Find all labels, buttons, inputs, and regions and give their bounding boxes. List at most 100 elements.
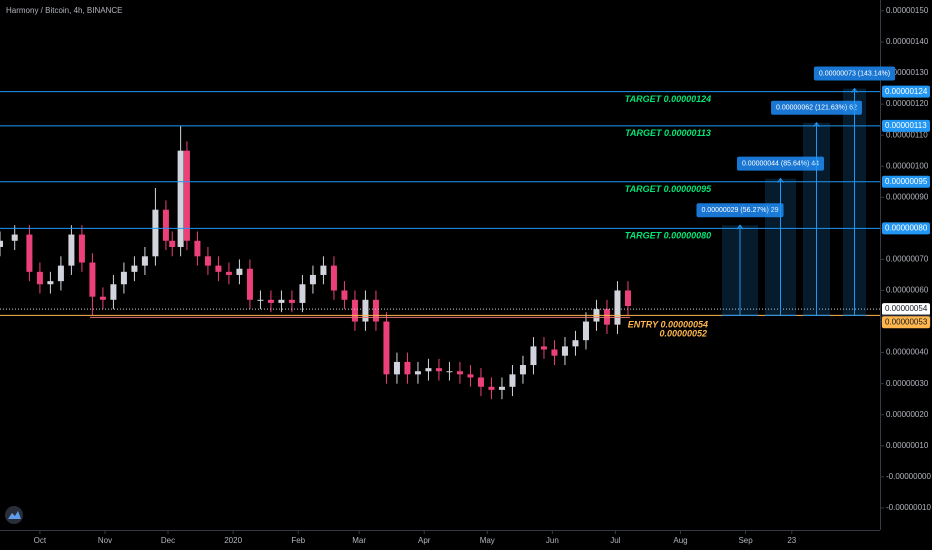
candle-body [183, 150, 190, 241]
candle-body [141, 256, 148, 266]
target-text: TARGET 0.00000113 [625, 128, 711, 138]
candle-body [57, 265, 64, 282]
measure-arrowhead [813, 121, 820, 128]
x-tick-label: Jun [546, 536, 559, 545]
measure-label: 0.00000029 (56.27%) 29 [701, 207, 778, 214]
measure-label: 0.00000073 (143.14%) [819, 70, 890, 77]
entry-tag-label: 0.00000054 [885, 304, 928, 313]
candle-body [0, 240, 3, 247]
candle-body [169, 240, 176, 247]
entry-low-text: 0.00000052 [659, 328, 707, 338]
x-tick-label: Apr [418, 536, 431, 545]
candle-body [36, 271, 43, 285]
candle-body [572, 340, 579, 347]
price-tag [882, 175, 930, 188]
candle-body [551, 349, 558, 356]
candle-body [120, 271, 127, 285]
candle-body [110, 284, 117, 300]
price-tag [882, 222, 930, 235]
candle-body [236, 268, 243, 275]
candle-body [446, 371, 453, 373]
candle-body [519, 365, 526, 375]
candle-body [47, 281, 54, 285]
y-tick-label: 0.00000100 [886, 161, 929, 170]
candle-body [456, 371, 463, 375]
candle-body [267, 299, 274, 303]
y-tick-label: 0.00000010 [886, 441, 929, 450]
y-tick-label: 0.00000030 [886, 379, 929, 388]
x-tick-label: Nov [98, 536, 112, 545]
x-tick-label: Mar [352, 536, 366, 545]
price-tag-label: 0.00000095 [885, 177, 928, 186]
candle-body [582, 321, 589, 341]
target-text: TARGET 0.00000080 [625, 231, 711, 241]
target-text: TARGET 0.00000124 [625, 94, 711, 104]
entry-tag [882, 303, 930, 316]
x-tick-label: Aug [673, 536, 687, 545]
candle-body [467, 374, 474, 378]
x-tick-label: Sep [738, 536, 753, 545]
measure-box [736, 156, 825, 171]
candle-body [215, 265, 222, 272]
y-tick-label: 0.00000110 [886, 130, 928, 139]
chart-title: Harmony / Bitcoin, 4h, BINANCE [6, 6, 122, 15]
x-tick-label: May [480, 536, 495, 545]
y-tick-label: -0.00000010 [886, 503, 931, 512]
candle-body [278, 299, 285, 303]
candle-body [131, 265, 138, 272]
measure-label: 0.00000044 (85.64%) 44 [742, 160, 819, 167]
y-tick-label: 0.00000090 [886, 192, 929, 201]
last-price-label: 0.00000053 [885, 317, 928, 326]
candle-body [225, 271, 232, 275]
candle-body [309, 274, 316, 285]
candle-body [404, 361, 411, 375]
candle-body [624, 290, 631, 307]
candle-body [257, 299, 264, 301]
candle-body [204, 256, 211, 266]
candle-body [177, 150, 184, 247]
measure-box [813, 66, 896, 81]
measure-box [771, 100, 862, 115]
candle-body [477, 377, 484, 387]
y-tick-label: 0.00000150 [886, 6, 929, 15]
candle-body [89, 262, 96, 297]
candle-body [540, 346, 547, 350]
x-tick-label: 23 [787, 536, 796, 545]
candle-body [372, 299, 379, 322]
candle-body [393, 361, 400, 375]
candle-body [299, 284, 306, 303]
price-tag-label: 0.00000080 [885, 223, 928, 232]
measure-arrowhead [851, 87, 858, 93]
measure-arrowhead [777, 177, 784, 183]
candle-body [435, 368, 442, 372]
candle-body [488, 386, 495, 390]
candle-body [194, 240, 201, 257]
y-tick-label: 0.00000130 [886, 68, 929, 77]
price-tag-label: 0.00000113 [885, 121, 927, 130]
candle-body [26, 234, 33, 272]
y-tick-label: 0.00000020 [886, 410, 929, 419]
candle-body [561, 346, 568, 356]
logo-mark [8, 511, 21, 519]
x-tick-label: Dec [161, 536, 175, 545]
price-tag [882, 85, 930, 98]
candle-body [68, 234, 75, 266]
candle-body [341, 290, 348, 300]
candle-body [246, 268, 253, 300]
x-tick-label: Feb [291, 536, 305, 545]
y-tick-label: 0.00000060 [886, 286, 929, 295]
candle-body [162, 209, 169, 241]
logo [5, 506, 23, 524]
candle-body [509, 374, 516, 387]
candle-body [330, 265, 337, 291]
y-tick-label: 0.00000120 [886, 99, 929, 108]
candle-body [530, 346, 537, 366]
candle-body [414, 371, 421, 375]
candle-body [320, 265, 327, 275]
x-tick-label: 2020 [224, 536, 242, 545]
measure-arrowhead [736, 224, 744, 230]
measure-label: 0.00000062 (121.63%) 62 [776, 105, 857, 112]
candle-body [351, 299, 358, 322]
